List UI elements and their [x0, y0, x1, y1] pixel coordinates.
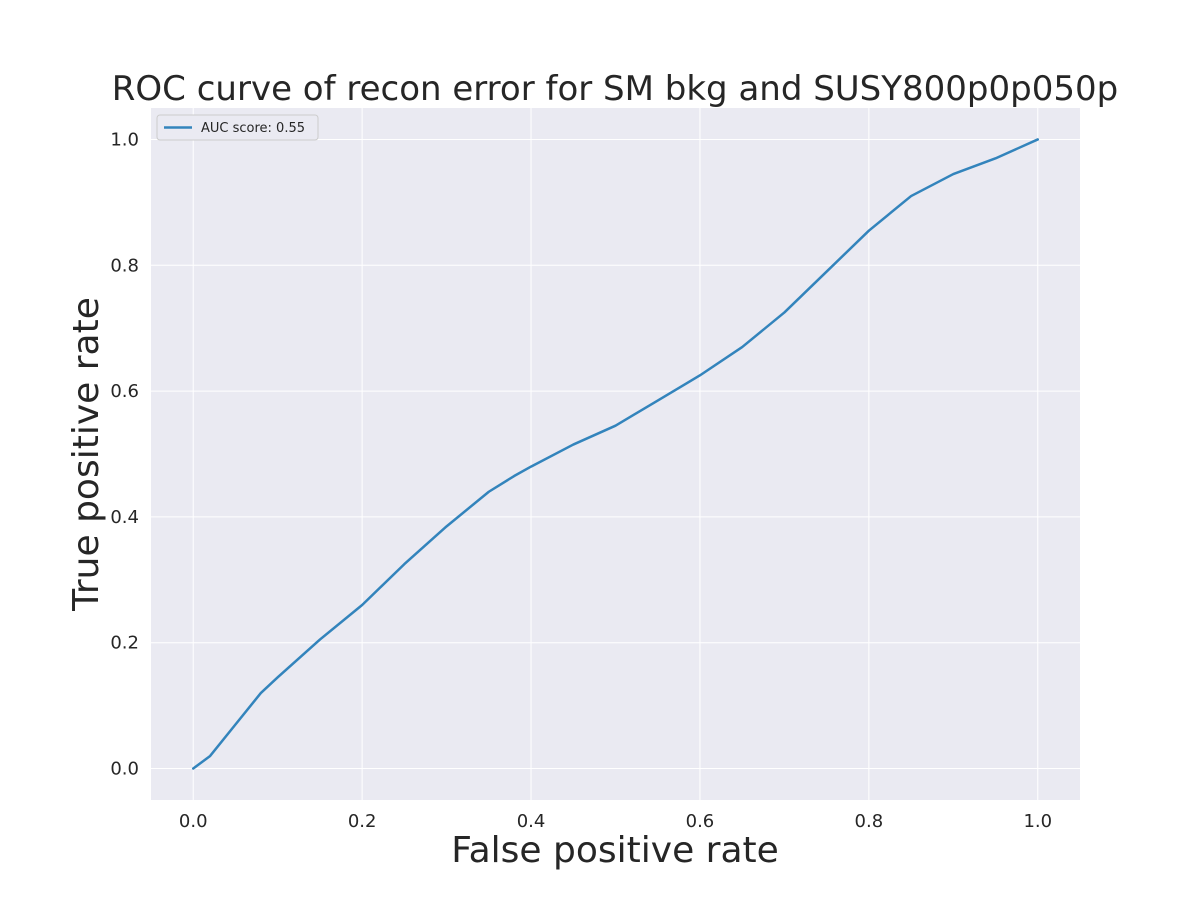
- x-tick-label: 0.2: [348, 811, 377, 832]
- y-axis-label: True positive rate: [66, 297, 107, 612]
- y-tick-labels: 0.0 0.2 0.4 0.6 0.8 1.0: [110, 129, 139, 779]
- x-tick-label: 0.8: [855, 811, 884, 832]
- x-tick-labels: 0.0 0.2 0.4 0.6 0.8 1.0: [179, 811, 1052, 832]
- y-tick-label: 0.2: [110, 633, 139, 654]
- y-tick-label: 1.0: [110, 129, 139, 150]
- x-axis-label: False positive rate: [451, 830, 779, 871]
- chart-title: ROC curve of recon error for SM bkg and …: [112, 69, 1118, 109]
- x-tick-label: 0.6: [686, 811, 715, 832]
- series-group: [191, 138, 1040, 770]
- y-tick-label: 0.0: [110, 759, 139, 780]
- x-grid: [192, 108, 1039, 800]
- roc-series-line: [191, 138, 1040, 770]
- legend-box: [156, 114, 319, 141]
- x-tick-label: 0.4: [517, 811, 546, 832]
- y-tick-label: 0.4: [110, 507, 139, 528]
- x-tick-label: 0.0: [179, 811, 208, 832]
- plot-area: [151, 108, 1080, 800]
- legend-entry: AUC score: 0.55: [201, 121, 305, 136]
- legend: AUC score: 0.55: [156, 114, 319, 141]
- x-tick-label: 1.0: [1023, 811, 1052, 832]
- y-tick-label: 0.6: [110, 381, 139, 402]
- y-tick-label: 0.8: [110, 255, 139, 276]
